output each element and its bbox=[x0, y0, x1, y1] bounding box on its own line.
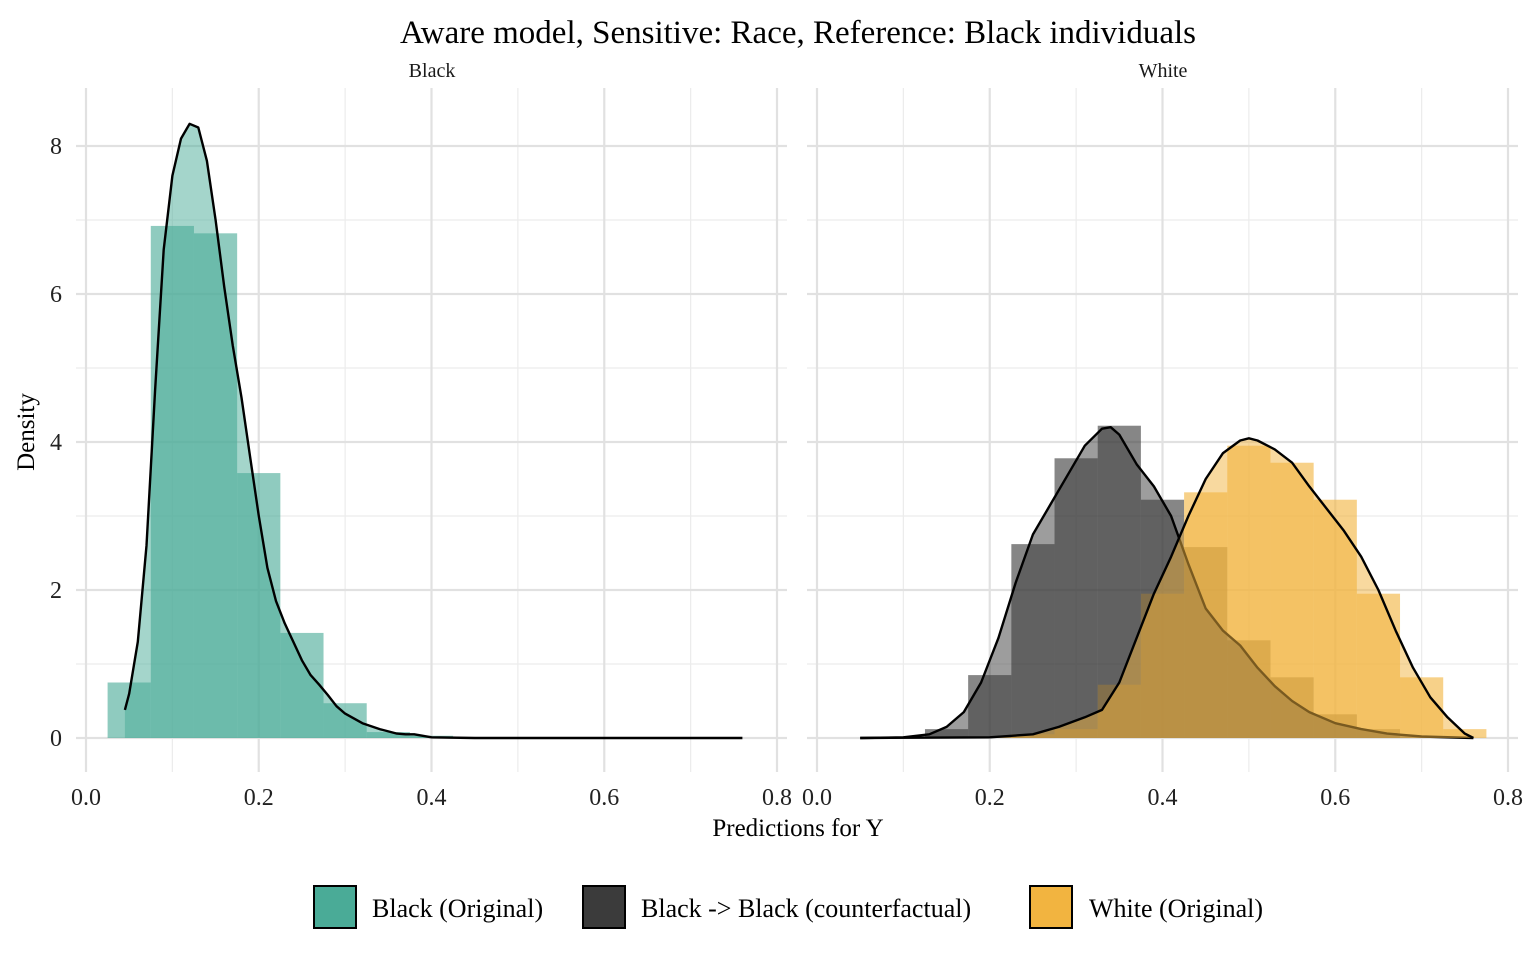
legend-swatch-black_cf bbox=[582, 885, 626, 929]
x-tick-label: 0.0 bbox=[71, 785, 101, 811]
panel-white-density bbox=[860, 426, 1474, 740]
y-axis-ticks: 0 2 4 6 8 bbox=[50, 134, 62, 752]
x-tick-label: 0.6 bbox=[1320, 785, 1350, 811]
legend-label-black_orig: Black (Original) bbox=[372, 894, 543, 923]
density-area-black_orig bbox=[124, 123, 743, 739]
panel-strip-label-black: Black bbox=[409, 60, 456, 82]
x-tick-label: 0.2 bbox=[244, 785, 274, 811]
panel-white-x-ticks: 0.0 0.2 0.4 0.6 0.8 bbox=[802, 785, 1523, 811]
y-tick-label: 6 bbox=[50, 282, 62, 308]
y-axis-label: Density bbox=[13, 393, 40, 471]
density-line-white_orig bbox=[860, 437, 1474, 740]
x-tick-label: 0.4 bbox=[1148, 785, 1178, 811]
panel-white: 0.0 0.2 0.4 0.6 0.8 bbox=[802, 88, 1523, 811]
x-tick-label: 0.8 bbox=[762, 785, 792, 811]
y-tick-label: 2 bbox=[50, 578, 62, 604]
chart-title: Aware model, Sensitive: Race, Reference:… bbox=[400, 15, 1196, 51]
x-tick-label: 0.0 bbox=[802, 785, 832, 811]
y-tick-label: 8 bbox=[50, 134, 62, 160]
legend-swatch-black_orig bbox=[313, 885, 357, 929]
x-tick-label: 0.6 bbox=[589, 785, 619, 811]
panel-black-density bbox=[123, 122, 743, 740]
density-line-black_orig bbox=[123, 122, 743, 740]
legend-label-white_orig: White (Original) bbox=[1089, 894, 1263, 923]
panel-black: 0.0 0.2 0.4 0.6 0.8 bbox=[71, 88, 792, 811]
y-tick-label: 0 bbox=[50, 726, 62, 752]
x-tick-label: 0.8 bbox=[1493, 785, 1523, 811]
x-tick-label: 0.4 bbox=[417, 785, 447, 811]
panel-black-x-ticks: 0.0 0.2 0.4 0.6 0.8 bbox=[71, 785, 792, 811]
legend-label-black_cf: Black -> Black (counterfactual) bbox=[641, 894, 971, 923]
panel-strip-label-white: White bbox=[1139, 60, 1188, 82]
x-tick-label: 0.2 bbox=[975, 785, 1005, 811]
y-tick-label: 4 bbox=[50, 430, 62, 456]
x-axis-label: Predictions for Y bbox=[712, 815, 883, 842]
legend: Black (Original) Black -> Black (counterf… bbox=[313, 885, 1263, 929]
density-area-white_orig bbox=[860, 438, 1474, 738]
legend-swatch-white_orig bbox=[1029, 885, 1073, 929]
